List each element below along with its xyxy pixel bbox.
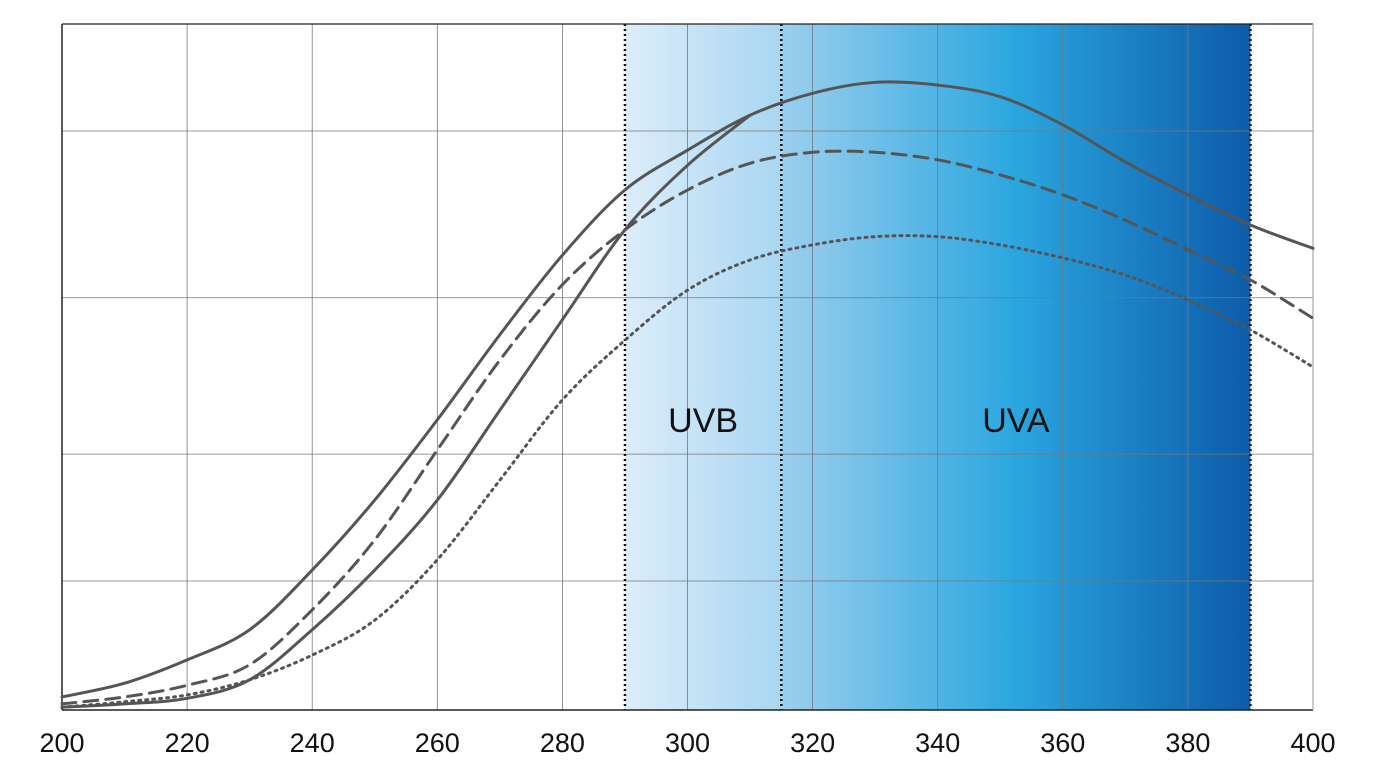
x-tick-label: 300 — [665, 728, 710, 758]
line-series — [60, 113, 752, 709]
x-tick-label: 260 — [415, 728, 460, 758]
x-tick-label: 340 — [915, 728, 960, 758]
x-tick-label: 320 — [790, 728, 835, 758]
x-tick-label: 200 — [39, 728, 84, 758]
x-tick-label: 360 — [1040, 728, 1085, 758]
x-tick-label: 400 — [1290, 728, 1335, 758]
band-label: UVA — [982, 402, 1050, 440]
x-tick-label: 280 — [540, 728, 585, 758]
x-tick-label: 380 — [1165, 728, 1210, 758]
band-label: UVB — [668, 402, 738, 440]
line-series — [60, 234, 1315, 709]
x-tick-label: 240 — [290, 728, 335, 758]
line-series — [60, 80, 1315, 699]
line-series — [60, 149, 1315, 706]
x-tick-label: 220 — [165, 728, 210, 758]
band — [624, 24, 782, 710]
band — [781, 24, 1251, 710]
